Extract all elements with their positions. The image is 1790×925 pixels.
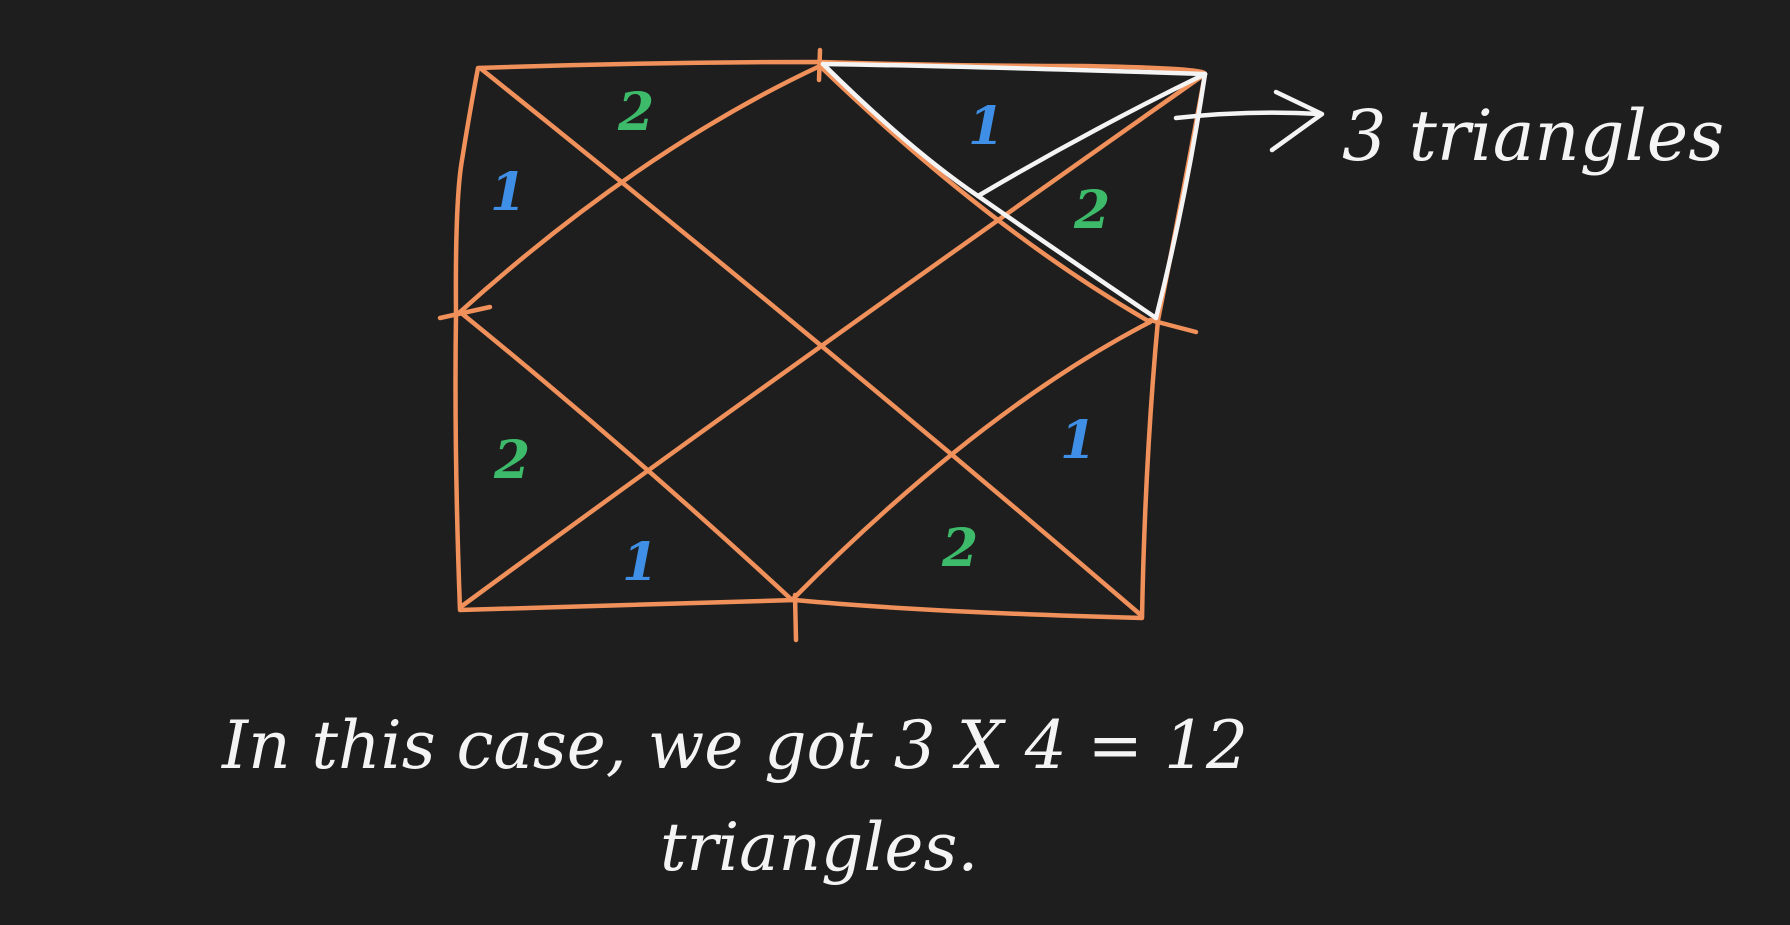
caption-line-2: triangles. — [660, 809, 978, 886]
rhombus-top-left-edge — [457, 63, 823, 315]
callout-arrow — [1173, 110, 1323, 121]
caption-line-1: In this case, we got 3 X 4 = 12 — [221, 707, 1248, 784]
label-bottom-left-lower: 1 — [622, 532, 658, 593]
callout-arrowhead — [1269, 89, 1325, 153]
left-mid-tick — [437, 304, 493, 321]
rhombus-top-right-edge — [817, 63, 1153, 325]
label-top-left-inner: 1 — [490, 162, 526, 223]
highlight-rhombus-edge — [975, 71, 1208, 199]
highlight-top-edge — [820, 61, 1208, 77]
label-bottom-left-upper: 2 — [493, 430, 530, 491]
label-bottom-right-lower: 2 — [941, 518, 978, 579]
label-bottom-right-upper: 1 — [1060, 410, 1096, 471]
label-top-right-lower: 2 — [1073, 180, 1110, 241]
rhombus-bottom-right-edge — [789, 319, 1153, 603]
label-top-left-outer: 2 — [617, 82, 654, 143]
right-mid-tick — [1147, 317, 1199, 335]
rhombus-bottom-left-edge — [457, 309, 795, 603]
diagonal-bottom-left-to-top-right — [459, 71, 1208, 609]
callout-label: 3 triangles — [1342, 95, 1724, 177]
label-top-right-upper: 1 — [968, 96, 1004, 157]
bottom-mid-tick — [792, 592, 799, 643]
highlight-right-edge — [1153, 71, 1208, 321]
diagonal-top-left-to-bottom-right — [477, 65, 1145, 619]
